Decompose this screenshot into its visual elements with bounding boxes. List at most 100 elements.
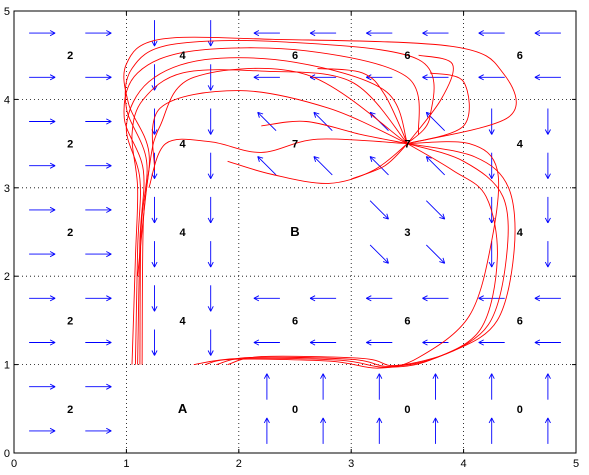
- vector-arrow: [85, 295, 112, 302]
- trajectory-line: [261, 120, 408, 145]
- vector-arrow: [544, 196, 551, 224]
- vector-arrow: [207, 241, 214, 268]
- cell-label: 4: [180, 227, 187, 239]
- vector-arrow: [207, 64, 214, 91]
- trajectory-line: [137, 67, 408, 277]
- vector-arrow: [29, 339, 56, 346]
- cell-label: 4: [180, 139, 187, 151]
- vector-arrow: [376, 373, 383, 400]
- vector-arrow: [85, 339, 112, 346]
- vector-arrow: [263, 373, 270, 400]
- vector-arrow: [488, 241, 495, 268]
- cell-label: 2: [67, 50, 73, 62]
- vector-arrow: [366, 339, 393, 346]
- vector-arrow: [85, 206, 112, 213]
- vector-arrow: [253, 74, 280, 81]
- vector-arrow: [432, 417, 439, 444]
- cell-label: 4: [517, 139, 524, 151]
- x-tick-label: 0: [11, 458, 17, 470]
- vector-arrow: [85, 427, 112, 434]
- vector-arrow: [544, 152, 551, 179]
- cell-label: 0: [292, 404, 298, 416]
- vector-arrow: [257, 156, 277, 176]
- trajectory-line: [124, 40, 435, 365]
- vector-arrow: [29, 295, 56, 302]
- cell-label: 4: [517, 227, 524, 239]
- vector-arrow: [85, 74, 112, 81]
- vector-arrow: [151, 241, 158, 268]
- vector-arrow: [207, 108, 214, 135]
- trajectory-line: [151, 90, 408, 171]
- cell-label: 2: [67, 139, 73, 151]
- vector-arrow: [207, 329, 214, 356]
- vector-arrow: [534, 74, 561, 81]
- trajectory-line: [407, 54, 454, 144]
- axis-ticks: 0 1 2 3 4 5 0 1 2 3 4 5: [4, 6, 579, 470]
- vector-arrow: [151, 196, 158, 224]
- trajectory-line: [227, 143, 408, 184]
- cell-label: 7: [404, 139, 410, 151]
- y-tick-label: 3: [4, 183, 10, 195]
- vector-arrow: [253, 339, 280, 346]
- vector-arrow: [85, 118, 112, 125]
- trajectory-line: [204, 141, 500, 369]
- y-tick-label: 1: [4, 360, 10, 372]
- vector-arrow: [207, 152, 214, 179]
- vector-arrow: [29, 118, 56, 125]
- trajectories: [123, 36, 517, 369]
- vector-arrow: [309, 295, 337, 302]
- vector-arrow: [207, 196, 214, 224]
- vector-arrow: [478, 339, 505, 346]
- vector-arrow: [309, 339, 337, 346]
- vector-arrow: [478, 295, 505, 302]
- trajectory-line: [131, 69, 408, 365]
- vector-arrow: [534, 339, 561, 346]
- trajectory-line: [193, 143, 498, 368]
- vector-arrow: [425, 244, 446, 264]
- vector-arrow: [488, 373, 495, 400]
- vector-arrow: [376, 417, 383, 444]
- x-tick-label: 5: [573, 458, 579, 470]
- x-tick-label: 2: [236, 458, 242, 470]
- cell-label: 4: [180, 315, 187, 327]
- cell-label: A: [178, 401, 188, 416]
- vector-arrow: [478, 74, 505, 81]
- x-tick-label: 3: [348, 458, 354, 470]
- vector-arrow: [366, 295, 393, 302]
- vector-arrow: [544, 241, 551, 268]
- vector-arrow: [85, 251, 112, 258]
- vector-arrows: [29, 20, 561, 444]
- vector-arrow: [29, 427, 56, 434]
- vector-arrow: [544, 373, 551, 400]
- trajectory-line: [407, 72, 470, 145]
- cell-label: 3: [404, 227, 410, 239]
- trajectory-line: [351, 143, 408, 180]
- cell-label: B: [290, 224, 299, 239]
- vector-arrow: [320, 373, 327, 400]
- cell-label: 0: [517, 404, 523, 416]
- vector-arrow: [534, 295, 561, 302]
- vector-arrow: [313, 111, 333, 132]
- vector-arrow: [29, 251, 56, 258]
- cell-label: 6: [404, 50, 410, 62]
- vector-arrow: [85, 162, 112, 169]
- vector-arrow: [29, 74, 56, 81]
- vector-arrow: [207, 20, 214, 47]
- cell-label: 6: [292, 50, 298, 62]
- vector-arrow: [425, 200, 446, 220]
- cell-label: 4: [180, 50, 187, 62]
- vector-arrow: [253, 30, 280, 37]
- vector-arrow: [488, 108, 495, 135]
- vector-arrow: [151, 285, 158, 312]
- cell-label: 0: [404, 404, 410, 416]
- vector-arrow: [29, 162, 56, 169]
- vector-arrow: [422, 74, 449, 81]
- plot-frame: [13, 10, 577, 454]
- vector-arrow: [369, 156, 389, 176]
- trajectory-line: [125, 57, 408, 365]
- trajectory-line: [148, 138, 408, 188]
- vector-arrow: [544, 417, 551, 444]
- trajectory-line: [123, 47, 420, 365]
- vector-arrow: [151, 329, 158, 356]
